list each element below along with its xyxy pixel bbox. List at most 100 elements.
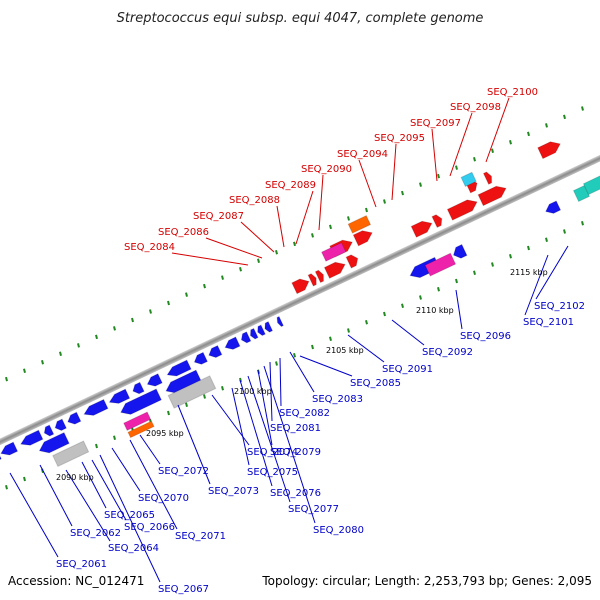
rail-dot	[347, 216, 350, 221]
rail-dot	[473, 156, 476, 162]
reverse-gene	[132, 381, 145, 395]
forward-gene	[482, 171, 493, 185]
leader-line	[257, 369, 273, 446]
rail-dot	[581, 221, 584, 226]
leader-line	[279, 357, 282, 407]
gene-label-reverse: SEQ_2061	[56, 559, 107, 570]
reverse-gene	[43, 424, 55, 437]
rail-dot	[329, 336, 332, 341]
kbp-tick-label: 2095 kbp	[146, 429, 184, 438]
leader-line	[240, 221, 275, 253]
rail-dot	[239, 266, 242, 272]
leader-line	[205, 237, 263, 259]
highlight-gene	[460, 171, 477, 188]
gene-label-forward: SEQ_2097	[410, 118, 461, 129]
trna-gene	[123, 411, 152, 432]
kbp-ticks: 2090 kbp 2095 kbp 2100 kbp 2105 kbp 2110 kbp…	[56, 268, 548, 482]
rail-dot	[131, 317, 134, 323]
reverse-gene	[19, 429, 44, 446]
rail-dot	[437, 287, 440, 292]
reverse-gene	[67, 411, 82, 425]
gene-label-reverse: SEQ_2072	[158, 466, 209, 477]
gene-label-reverse: SEQ_2080	[313, 525, 364, 536]
gene-label-reverse: SEQ_2082	[279, 408, 330, 419]
leader-line	[177, 404, 211, 485]
rail-dot	[41, 360, 44, 365]
rail-dot	[383, 199, 386, 204]
gene-label-reverse: SEQ_2102	[534, 301, 585, 312]
reverse-gene	[120, 388, 163, 415]
leader-line	[211, 394, 250, 446]
leader-line	[139, 434, 161, 465]
rail-dot	[59, 351, 62, 357]
leader-line	[391, 319, 425, 346]
forward-gene	[431, 214, 443, 229]
reverse-gene	[83, 398, 109, 416]
leader-line	[318, 174, 324, 231]
reverse-gene	[224, 336, 241, 350]
reverse-gene	[193, 351, 209, 365]
reverse-gene	[249, 327, 259, 340]
gene-label-reverse: SEQ_2070	[138, 493, 189, 504]
map-title: Streptococcus equi subsp. equi 4047, com…	[117, 11, 484, 26]
reverse-gene	[545, 200, 562, 214]
gene-label-forward: SEQ_2100	[487, 87, 538, 98]
leader-line	[347, 334, 385, 363]
rail-dot	[311, 233, 314, 238]
gene-features	[0, 141, 600, 468]
reverse-gene	[166, 359, 192, 377]
rail-dot	[455, 165, 458, 170]
leader-line	[129, 439, 178, 530]
gene-labels: SEQ_2084 SEQ_2086 SEQ_2087 SEQ_2088 SEQ_2089…	[56, 87, 585, 595]
reverse-gene	[108, 388, 131, 404]
rail-dot	[113, 435, 116, 440]
rail-dot	[455, 278, 458, 284]
rail-dot	[365, 320, 368, 325]
rail-dot	[275, 250, 278, 255]
genome-band	[0, 126, 600, 474]
reverse-gene	[240, 331, 252, 344]
gene-label-reverse: SEQ_2064	[108, 543, 159, 554]
gene-label-forward: SEQ_2090	[301, 164, 352, 175]
rail-dot	[509, 254, 512, 259]
rail-dot	[185, 402, 188, 407]
forward-gene	[410, 220, 433, 238]
forward-gene	[345, 254, 359, 269]
kbp-tick-label: 2110 kbp	[416, 306, 454, 315]
gene-label-reverse: SEQ_2076	[270, 488, 321, 499]
rail-dot	[545, 123, 548, 128]
gene-label-forward: SEQ_2089	[265, 180, 316, 191]
kbp-tick-label: 2105 kbp	[326, 346, 364, 355]
rail-dot	[365, 207, 368, 213]
rail-dot	[347, 328, 350, 333]
rail-dot	[167, 410, 170, 416]
accession-text: Accession: NC_012471	[8, 574, 144, 588]
pseudogene	[52, 440, 90, 468]
leader-line	[299, 355, 353, 377]
leader-line	[449, 112, 473, 177]
rail-dot	[491, 262, 494, 267]
rail-dot	[257, 258, 260, 263]
leader-line	[263, 365, 316, 524]
rrna-gene	[127, 420, 155, 439]
rail-dot	[221, 275, 224, 280]
reverse-gene	[54, 418, 68, 432]
gene-label-reverse: SEQ_2066	[124, 522, 175, 533]
rail-dot	[401, 190, 404, 196]
rail-dot	[185, 292, 188, 297]
rail-dot	[311, 344, 314, 350]
leader-line	[535, 245, 569, 300]
rail-dot	[581, 106, 584, 111]
rail-dot	[77, 343, 80, 348]
reverse-gene	[146, 373, 163, 387]
gene-label-reverse: SEQ_2081	[270, 423, 321, 434]
forward-gene	[537, 141, 561, 160]
rail-dot	[221, 386, 224, 391]
rail-dot	[5, 485, 8, 490]
gene-label-reverse: SEQ_2077	[288, 504, 339, 515]
misc-feature	[582, 173, 600, 196]
reverse-gene	[264, 320, 274, 333]
gene-label-reverse: SEQ_2085	[350, 378, 401, 389]
gene-label-forward: SEQ_2098	[450, 102, 501, 113]
rail-dot	[419, 182, 422, 187]
